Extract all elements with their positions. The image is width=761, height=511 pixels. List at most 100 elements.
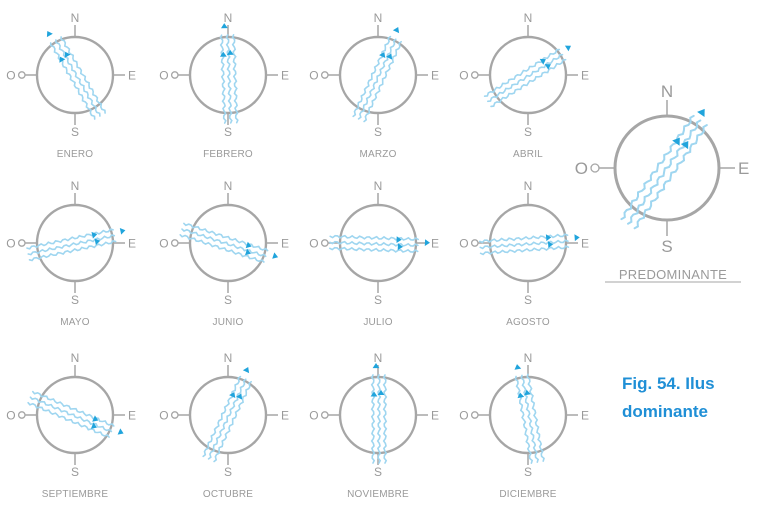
wind-arrow xyxy=(396,236,402,243)
east-label: E xyxy=(581,236,589,250)
wind-stream xyxy=(28,239,117,262)
compass-ring xyxy=(488,35,568,115)
wind-arrow xyxy=(91,231,98,239)
wind-stream xyxy=(26,228,114,250)
east-label: E xyxy=(581,408,589,422)
wind-stream xyxy=(633,124,708,230)
compass-name-label: JULIO xyxy=(363,317,392,328)
wind-arrow xyxy=(245,248,251,256)
east-label: E xyxy=(431,236,439,250)
north-label: N xyxy=(71,11,80,25)
wind-stream xyxy=(479,245,570,256)
compass-name-label: MAYO xyxy=(60,317,90,328)
wind-stream xyxy=(620,114,695,221)
wind-stream xyxy=(329,246,419,253)
wind-stream xyxy=(352,35,392,118)
wind-arrow xyxy=(272,252,279,259)
wind-arrow xyxy=(94,238,101,246)
south-label: S xyxy=(374,125,382,139)
wind-arrow xyxy=(226,49,234,55)
compass-name-label: ENERO xyxy=(57,149,94,160)
figure-caption: Fig. 54. Ilus dominante xyxy=(622,370,761,430)
south-label: S xyxy=(71,293,79,307)
west-label: O xyxy=(309,408,318,422)
figure-caption-line2: dominante xyxy=(622,402,708,421)
wind-stream xyxy=(490,58,567,108)
wind-arrow xyxy=(64,51,71,58)
west-label: O xyxy=(459,408,468,422)
wind-arrow xyxy=(379,52,386,58)
compass-name-label: SEPTIEMBRE xyxy=(42,489,109,500)
wind-stream xyxy=(514,375,534,464)
wind-stream xyxy=(27,234,116,256)
wind-compass: N E S O FEBRERO xyxy=(159,11,289,160)
wind-arrow xyxy=(386,53,393,60)
wind-stream xyxy=(179,234,265,263)
wind-arrow xyxy=(221,23,228,29)
compass-name-label: PREDOMINANTE xyxy=(619,267,727,282)
west-label: O xyxy=(575,159,588,178)
compass-name-label: MARZO xyxy=(359,149,396,160)
south-label: S xyxy=(224,125,232,139)
wind-arrow xyxy=(92,415,99,422)
south-label: S xyxy=(374,293,382,307)
west-marker xyxy=(320,411,329,419)
east-label: E xyxy=(431,68,439,82)
wind-arrow xyxy=(59,56,66,63)
west-label: O xyxy=(459,68,468,82)
west-label: O xyxy=(159,236,168,250)
north-label: N xyxy=(224,11,233,25)
wind-arrow xyxy=(424,239,430,246)
west-label: O xyxy=(6,68,15,82)
wind-stream xyxy=(231,34,239,124)
north-label: N xyxy=(374,11,383,25)
wind-compass: N E S O OCTUBRE xyxy=(159,351,289,500)
wind-stream xyxy=(520,374,540,463)
compass-name-label: AGOSTO xyxy=(506,317,550,328)
east-label: E xyxy=(128,236,136,250)
wind-compass: N E S O DICIEMBRE xyxy=(459,351,589,500)
north-label: N xyxy=(224,179,233,193)
wind-stream xyxy=(357,38,397,120)
compass-name-label: ABRIL xyxy=(513,149,543,160)
wind-stream xyxy=(329,240,419,247)
wind-stream xyxy=(627,119,702,225)
compass-name-label: OCTUBRE xyxy=(203,489,253,500)
compass-ring xyxy=(338,35,418,115)
north-label: N xyxy=(374,179,383,193)
west-marker xyxy=(320,71,329,79)
wind-stream xyxy=(181,228,267,258)
wind-stream xyxy=(29,396,113,433)
compass-ring xyxy=(35,35,115,115)
south-label: S xyxy=(224,293,232,307)
wind-compass: N E S O JULIO xyxy=(309,179,439,328)
wind-compass: N E S O PREDOMINANTE xyxy=(575,82,749,283)
wind-arrow xyxy=(574,234,580,242)
wind-arrow xyxy=(236,393,243,400)
wind-stream xyxy=(202,375,242,458)
north-label: N xyxy=(524,351,533,365)
west-marker xyxy=(590,163,600,173)
wind-stream xyxy=(60,36,106,114)
wind-arrow xyxy=(229,392,236,398)
north-label: N xyxy=(524,179,533,193)
west-marker xyxy=(170,239,179,247)
wind-stream xyxy=(479,239,569,250)
compass-name-label: JUNIO xyxy=(213,317,244,328)
east-label: E xyxy=(281,236,289,250)
wind-arrow xyxy=(119,228,126,235)
compass-name-label: NOVIEMBRE xyxy=(347,489,409,500)
wind-arrow xyxy=(564,45,571,52)
compass-ring xyxy=(188,203,268,283)
wind-compass: N E S O NOVIEMBRE xyxy=(309,351,439,500)
figure-caption-line1: Fig. 54. Ilus xyxy=(622,374,715,393)
wind-compass: N E S O MARZO xyxy=(309,11,439,160)
west-marker xyxy=(17,239,26,247)
wind-stream xyxy=(370,374,376,464)
east-label: E xyxy=(281,68,289,82)
west-label: O xyxy=(309,68,318,82)
south-label: S xyxy=(524,125,532,139)
wind-stream xyxy=(483,48,561,97)
north-label: N xyxy=(374,351,383,365)
north-label: N xyxy=(661,82,673,101)
